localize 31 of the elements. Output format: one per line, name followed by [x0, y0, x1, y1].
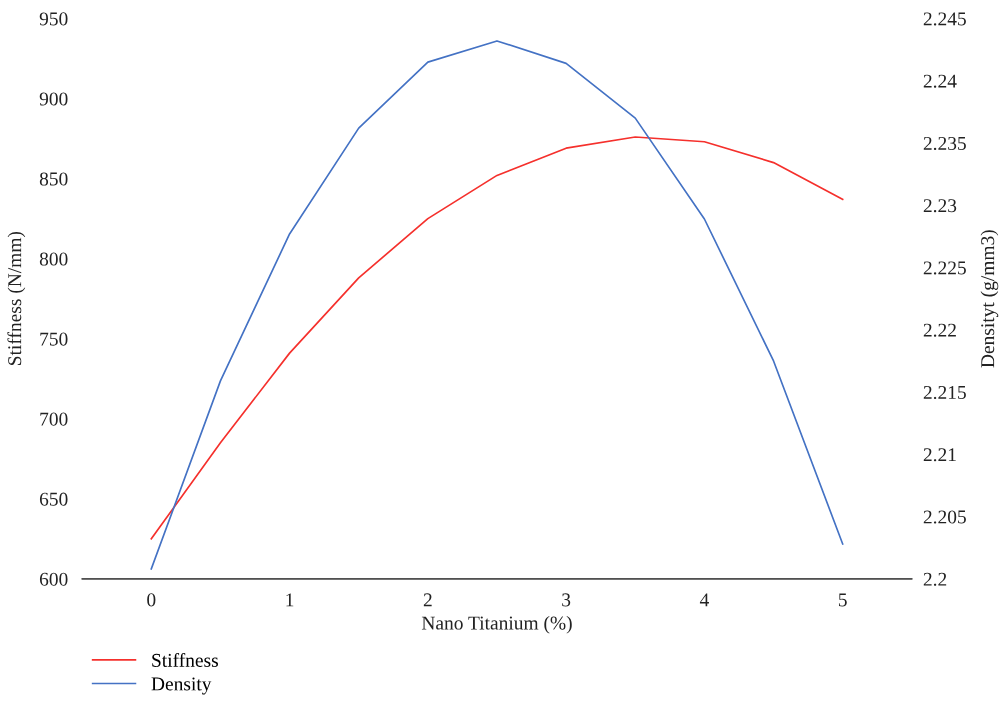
y2-tick-label: 2.205 [923, 510, 966, 524]
y-axis-title: Stiffness (N/mm) [7, 231, 26, 365]
line-series [150, 136, 844, 540]
y2-tick-label: 2.225 [923, 261, 966, 275]
y-tick-label: 950 [39, 12, 68, 26]
y-tick-label: 800 [39, 252, 68, 266]
x-axis-title: Nano Titanium (%) [421, 615, 572, 634]
y-tick-label: 700 [40, 412, 68, 426]
y2-tick-label: 2.235 [923, 136, 966, 151]
y2-tick-label: 2.22 [923, 323, 956, 337]
x-tick-label: 1 [286, 593, 294, 607]
y2-tick-label: 2.245 [923, 12, 966, 26]
y-tick-label: 750 [40, 332, 68, 346]
y2-tick-label: 2.21 [923, 448, 956, 462]
y2-tick-label: 2.215 [923, 385, 966, 400]
legend-label: Stiffness [152, 653, 218, 667]
y2-tick-label: 2.23 [923, 199, 957, 213]
x-tick-label: 4 [699, 593, 709, 607]
y-tick-label: 650 [39, 492, 68, 506]
x-tick-label: 5 [838, 593, 847, 607]
legend-label: Density [151, 677, 212, 695]
y2-axis-title: Densityt (g/mm3) [980, 230, 999, 368]
x-tick-label: 2 [423, 593, 432, 607]
line-series [150, 40, 844, 570]
y-tick-label: 900 [39, 92, 68, 106]
x-tick-label: 3 [562, 593, 571, 607]
y2-tick-label: 2.24 [923, 74, 957, 88]
y-tick-label: 600 [39, 572, 68, 586]
y2-tick-label: 2.2 [923, 572, 947, 586]
x-tick-label: 0 [147, 593, 156, 607]
y-tick-label: 850 [39, 172, 68, 186]
